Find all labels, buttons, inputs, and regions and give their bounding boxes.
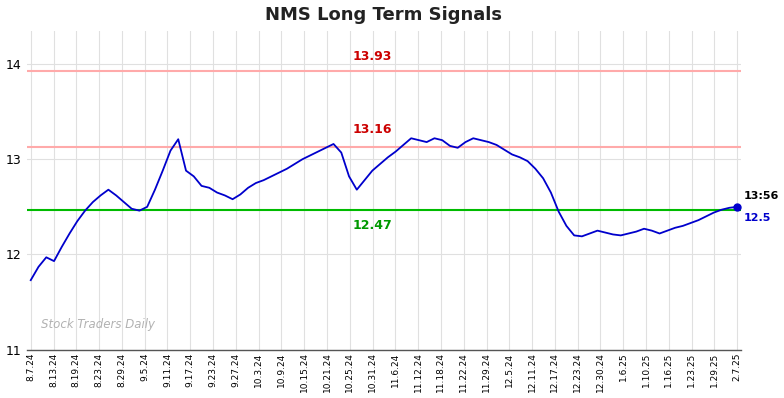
Text: Stock Traders Daily: Stock Traders Daily	[41, 318, 155, 330]
Text: 13:56: 13:56	[743, 191, 779, 201]
Title: NMS Long Term Signals: NMS Long Term Signals	[266, 6, 503, 23]
Text: 12.47: 12.47	[353, 219, 393, 232]
Text: 12.5: 12.5	[743, 213, 771, 222]
Text: 13.93: 13.93	[353, 50, 392, 63]
Text: 13.16: 13.16	[353, 123, 392, 137]
